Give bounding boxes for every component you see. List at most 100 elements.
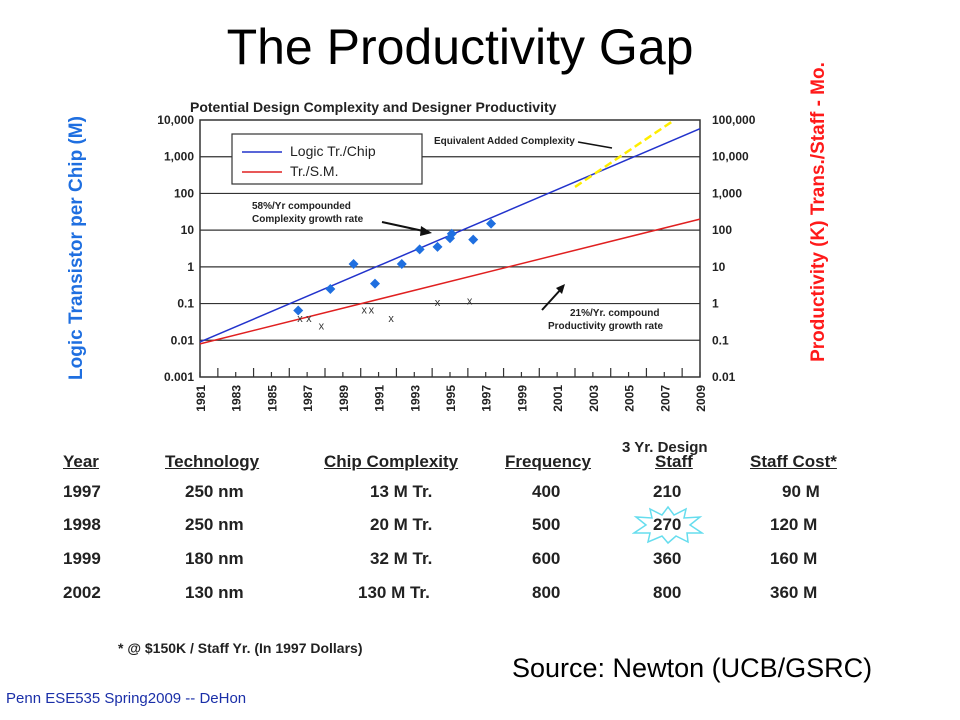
y-tick-label-right: 1 xyxy=(712,297,719,311)
x-tick-label: 1997 xyxy=(480,385,494,412)
equivalent-complexity-line xyxy=(574,119,674,189)
y-tick-label-left: 1 xyxy=(187,260,194,274)
y-tick-label-left: 1,000 xyxy=(164,150,194,164)
cell-staff-cost: 120 M xyxy=(770,515,818,534)
header-year: Year xyxy=(63,452,99,471)
y-tick-label-right: 0.01 xyxy=(712,370,736,384)
x-tick-label: 2009 xyxy=(694,385,708,412)
cell-technology: 250 nm xyxy=(185,482,244,501)
x-mark: x xyxy=(467,296,473,308)
x-mark: x xyxy=(388,313,394,325)
table-row: 1998 250 nm 20 M Tr. 500 270 120 M xyxy=(60,515,860,545)
x-mark: x xyxy=(369,304,375,316)
header-frequency: Frequency xyxy=(505,452,591,471)
data-point xyxy=(396,258,407,269)
annotation-productivity-1: 21%/Yr. compound xyxy=(570,308,659,319)
cell-staff-cost: 160 M xyxy=(770,549,818,568)
y-tick-label-right: 10,000 xyxy=(712,150,749,164)
y-tick-label-left: 0.01 xyxy=(171,333,195,347)
annotation-equivalent: Equivalent Added Complexity xyxy=(434,136,575,147)
cell-complexity: 13 M Tr. xyxy=(370,482,433,501)
cell-staff-cost: 90 M xyxy=(782,482,820,501)
data-points: x xxx xxx x xyxy=(293,218,497,333)
cell-complexity: 32 M Tr. xyxy=(370,549,433,568)
legend-label-trsm: Tr./S.M. xyxy=(290,163,338,179)
x-tick-label: 1993 xyxy=(408,385,422,412)
x-tick-label: 1985 xyxy=(265,385,279,412)
annotation-growth-1: 58%/Yr compounded xyxy=(252,201,351,212)
y-tick-label-left: 0.001 xyxy=(164,370,194,384)
cell-frequency: 500 xyxy=(532,515,561,534)
table-row: 2002 130 nm 130 M Tr. 800 800 360 M xyxy=(60,583,860,613)
data-point xyxy=(370,278,380,289)
x-tick-label: 1987 xyxy=(301,385,315,412)
x-mark: x xyxy=(306,313,312,325)
x-tick-label: 1999 xyxy=(515,385,529,412)
y-tick-label-left: 100 xyxy=(174,186,194,200)
source-credit: Source: Newton (UCB/GSRC) xyxy=(512,653,873,683)
header-technology: Technology xyxy=(165,452,260,471)
right-axis-title: Productivity (K) Trans./Staff - Mo. xyxy=(808,62,829,362)
x-tick-label: 2005 xyxy=(623,385,637,412)
x-tick-label: 1989 xyxy=(337,385,351,412)
y-tick-label-right: 100 xyxy=(712,223,732,237)
cell-frequency: 400 xyxy=(532,482,561,501)
cell-staff: 270 xyxy=(653,515,682,534)
x-tick-label: 2001 xyxy=(551,385,565,412)
cell-staff: 360 xyxy=(653,549,682,568)
cell-year: 1999 xyxy=(63,549,101,568)
y-tick-label-left: 10,000 xyxy=(157,113,194,127)
header-chip-complexity: Chip Complexity xyxy=(324,452,459,471)
series-line xyxy=(199,218,701,345)
data-point xyxy=(446,228,457,239)
data-point xyxy=(325,283,336,294)
cell-complexity: 130 M Tr. xyxy=(358,583,430,602)
y-tick-label-right: 1,000 xyxy=(712,186,742,200)
y-tick-label-left: 0.1 xyxy=(177,297,194,311)
slide-title: The Productivity Gap xyxy=(226,19,694,75)
cell-year: 1998 xyxy=(63,515,101,534)
x-tick-label: 1991 xyxy=(373,385,387,412)
cell-year: 2002 xyxy=(63,583,101,602)
cell-technology: 130 nm xyxy=(185,583,244,602)
productivity-chart: Potential Design Complexity and Designer… xyxy=(66,62,829,456)
chart-legend: Logic Tr./Chip Tr./S.M. xyxy=(231,133,423,185)
header-staff: Staff xyxy=(655,452,693,471)
table-footnote: * @ $150K / Staff Yr. (In 1997 Dollars) xyxy=(118,640,363,656)
starburst-highlight xyxy=(632,505,704,545)
annotation-growth-2: Complexity growth rate xyxy=(252,214,364,225)
left-axis-ticks: 10,000 1,000 100 10 1 0.1 0.01 0.001 xyxy=(157,113,194,384)
slide-footer: Penn ESE535 Spring2009 -- DeHon xyxy=(6,690,247,707)
cell-staff: 800 xyxy=(653,583,682,602)
cell-technology: 180 nm xyxy=(185,549,244,568)
x-mark: x xyxy=(435,297,441,309)
y-tick-label-right: 10 xyxy=(712,260,726,274)
cell-staff: 210 xyxy=(653,482,682,501)
x-mark: x xyxy=(297,313,303,325)
data-point xyxy=(468,234,479,245)
data-point xyxy=(414,244,425,255)
left-axis-title: Logic Transistor per Chip (M) xyxy=(66,116,87,380)
chart-title: Potential Design Complexity and Designer… xyxy=(190,99,557,115)
x-tick-label: 1983 xyxy=(230,385,244,412)
x-tick-label: 1995 xyxy=(444,385,458,412)
cell-technology: 250 nm xyxy=(185,515,244,534)
data-point xyxy=(432,241,443,252)
x-tick-label: 2003 xyxy=(587,385,601,412)
y-tick-label-right: 0.1 xyxy=(712,333,729,347)
x-mark: x xyxy=(319,321,325,333)
annotation-3yr-design: 3 Yr. Design xyxy=(622,439,708,456)
cell-complexity: 20 M Tr. xyxy=(370,515,433,534)
x-axis-ticks: 1981 1983 1985 1987 1989 1991 1993 1995 1997 1999… xyxy=(194,368,708,412)
cell-staff-cost: 360 M xyxy=(770,583,818,602)
data-point xyxy=(348,258,359,269)
x-tick-label: 1981 xyxy=(194,385,208,412)
header-staff-cost: Staff Cost* xyxy=(750,452,837,471)
data-point xyxy=(486,218,497,229)
cell-year: 1997 xyxy=(63,482,101,501)
y-tick-label-left: 10 xyxy=(181,223,195,237)
annotation-productivity-2: Productivity growth rate xyxy=(548,321,663,332)
data-point xyxy=(293,305,304,316)
right-axis-ticks: 100,000 10,000 1,000 100 10 1 0.1 0.01 xyxy=(712,113,756,384)
x-tick-label: 2007 xyxy=(658,385,672,412)
